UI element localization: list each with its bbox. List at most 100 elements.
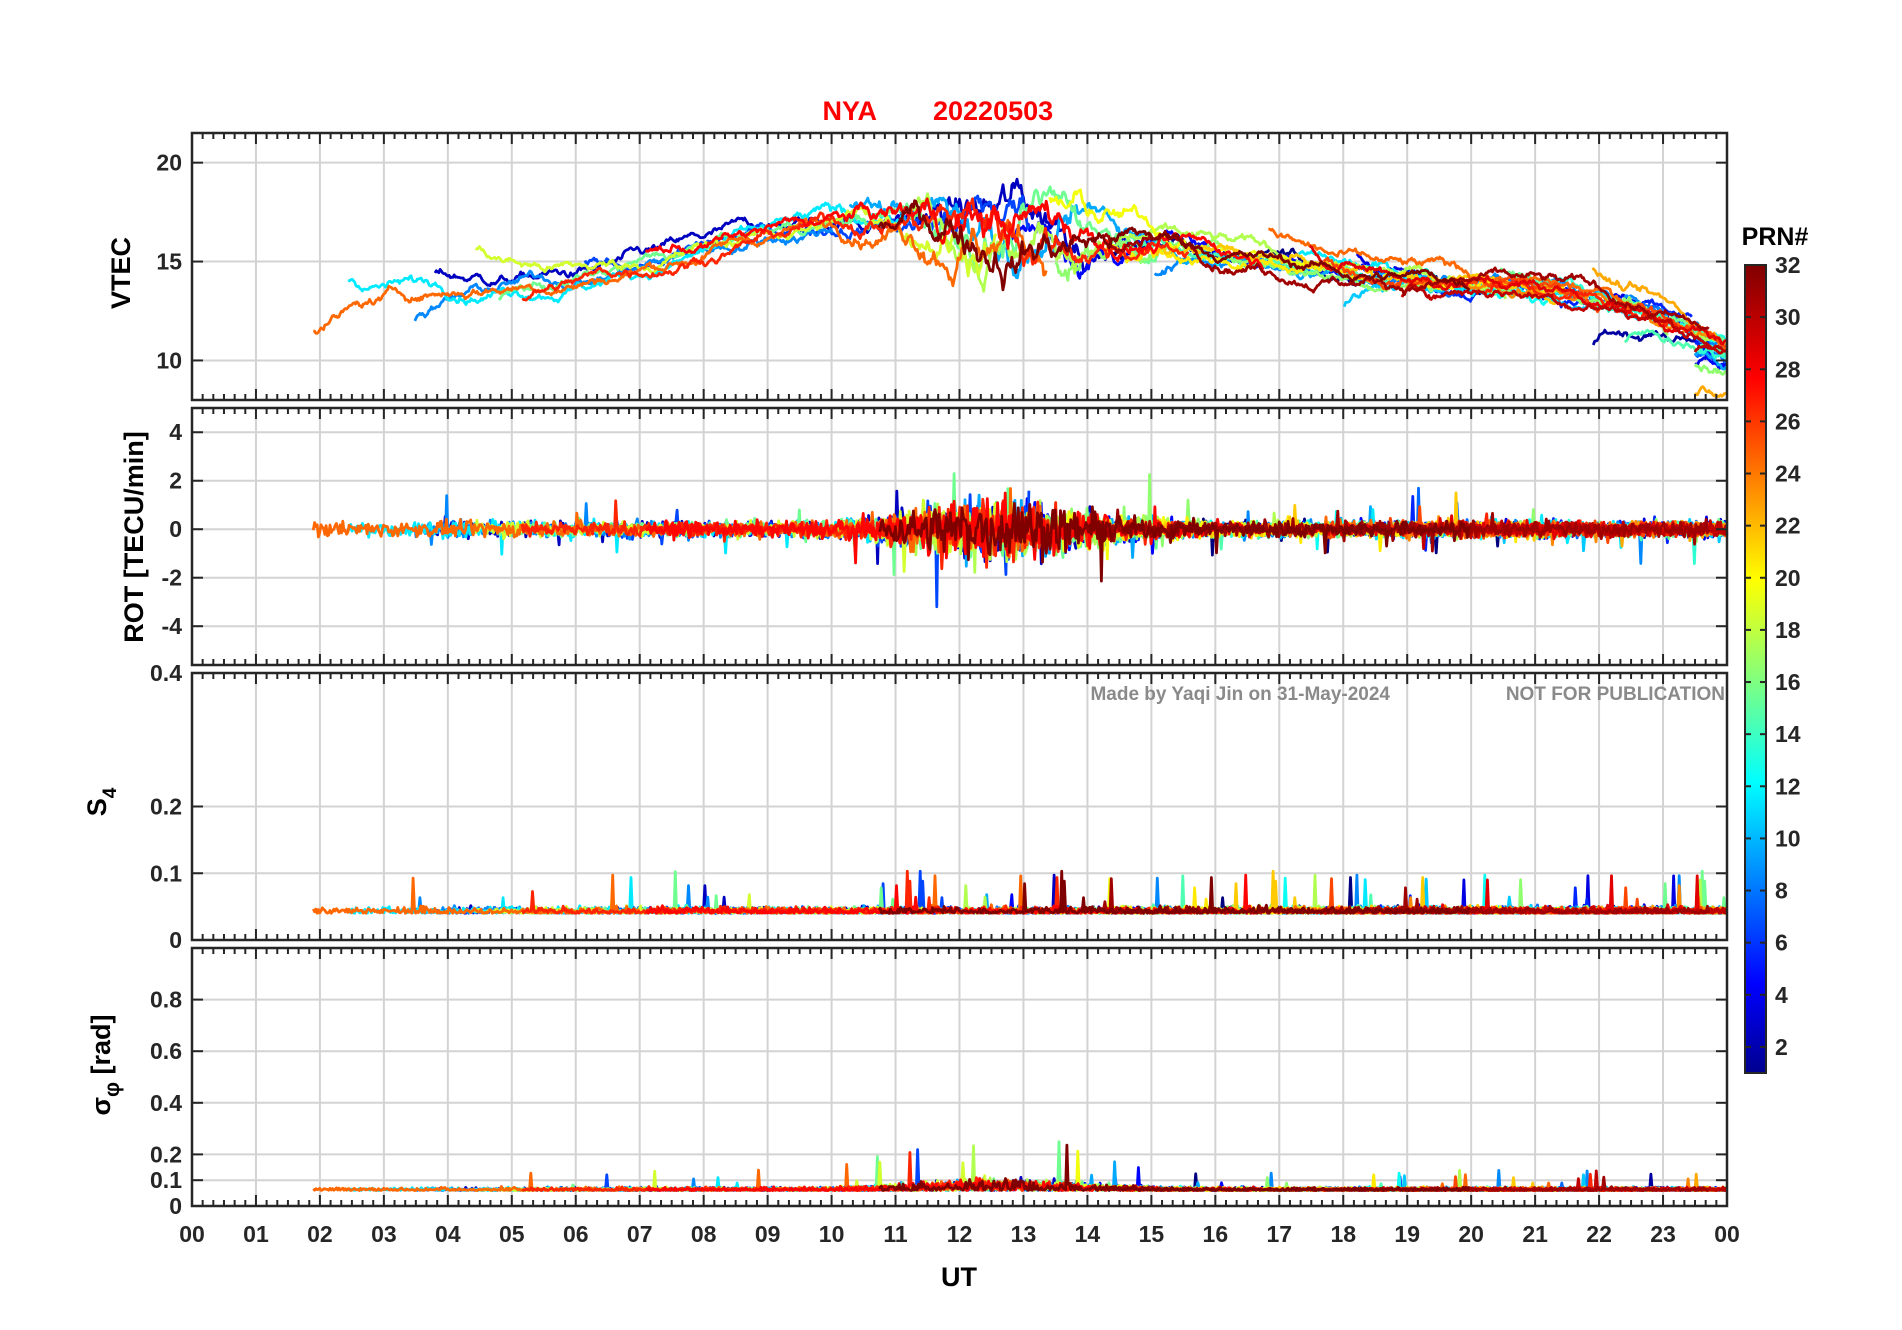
colorbar-tick-label: 28 — [1775, 356, 1801, 382]
rot-ytick-label: 0 — [169, 516, 182, 542]
x-tick-label: 11 — [883, 1221, 908, 1247]
x-tick-label: 10 — [819, 1221, 845, 1247]
vtec-prn-25-line — [1268, 227, 1635, 311]
colorbar-tick-label: 6 — [1775, 930, 1788, 956]
colorbar-tick-label: 10 — [1775, 825, 1801, 851]
colorbar-tick-label: 24 — [1775, 461, 1801, 487]
vtec-prn-30-line — [1400, 283, 1728, 355]
vtec-prn-27-line — [1481, 279, 1678, 329]
vtec-prn-32-line — [877, 199, 1471, 292]
vtec-panel: 10 15 20 — [156, 131, 1729, 402]
colorbar-tick-label: 8 — [1775, 878, 1788, 904]
x-tick-label: 07 — [627, 1221, 653, 1247]
sigphi-ytick-label: 0.4 — [150, 1090, 182, 1116]
vtec-prn-27-line — [521, 197, 1190, 302]
x-tick-label: 12 — [947, 1221, 973, 1247]
watermark-notice: NOT FOR PUBLICATION — [1506, 684, 1725, 705]
s4-prn-32-line — [877, 869, 1471, 915]
colorbar-tick-label: 32 — [1775, 252, 1801, 278]
sigphi-ytick-label: 0.1 — [150, 1167, 182, 1193]
sigma-phi-panel: 00.10.2 0.4 0.6 0.8 — [150, 946, 1729, 1219]
x-tick-label: 17 — [1266, 1221, 1292, 1247]
sigphi-prn-32-line — [878, 1143, 1471, 1192]
s4-ylabel: S4 — [82, 787, 121, 816]
x-tick-label: 20 — [1458, 1221, 1484, 1247]
s4-ytick-label: 0.1 — [150, 860, 182, 886]
vtec-ytick-label: 20 — [156, 150, 182, 176]
x-tick-label: 00 — [179, 1221, 205, 1247]
vtec-prn-25-line — [313, 217, 1048, 335]
vtec-prn-17-line — [1693, 363, 1728, 376]
rot-ytick-label: -4 — [162, 613, 183, 639]
s4-ytick-label: 0.4 — [150, 660, 182, 686]
colorbar-tick-label: 14 — [1775, 721, 1801, 747]
sigma-phi-ylabel: σφ [rad] — [86, 1014, 124, 1115]
colorbar-tick-label: 12 — [1775, 773, 1801, 799]
x-tick-label: 22 — [1586, 1221, 1612, 1247]
vtec-prn-23-line — [1693, 385, 1728, 398]
x-tick-label: 03 — [371, 1221, 397, 1247]
rot-ytick-label: 4 — [169, 419, 182, 445]
x-tick-label: 09 — [755, 1221, 781, 1247]
sigphi-ytick-label: 0 — [169, 1193, 182, 1219]
x-tick-label: 21 — [1522, 1221, 1548, 1247]
x-tick-label: 08 — [691, 1221, 717, 1247]
rot-panel: -4 -2 0 2 4 — [162, 406, 1729, 667]
colorbar-label: PRN# — [1742, 223, 1809, 251]
vtec-series-group — [313, 177, 1729, 398]
s4-ytick-label: 0.2 — [150, 794, 182, 820]
vtec-prn-12-line — [347, 201, 906, 307]
rot-ylabel: ROT [TECU/min] — [119, 431, 149, 642]
colorbar-tick-label: 22 — [1775, 513, 1801, 539]
x-tick-labels: 00 01 02 03 04 05 06 07 08 09 10 11 12 13 14 15 16 17 18 19… — [179, 1221, 1740, 1247]
colorbar-tick-label: 30 — [1775, 304, 1801, 330]
sigphi-ytick-label: 0.2 — [150, 1141, 182, 1167]
colorbar-tick-label: 16 — [1775, 669, 1801, 695]
vtec-prn-31-line — [1101, 229, 1710, 331]
colorbar-tick-label: 2 — [1775, 1034, 1788, 1060]
x-axis-label: UT — [941, 1262, 977, 1292]
sigma-phi-ylabel-text: σφ [rad] — [86, 1014, 124, 1115]
sigphi-series-group — [312, 1140, 1729, 1192]
title-date: 20220503 — [933, 96, 1053, 126]
x-tick-label: 18 — [1330, 1221, 1356, 1247]
vtec-ytick-label: 10 — [156, 347, 182, 373]
x-tick-label: 23 — [1650, 1221, 1676, 1247]
colorbar-tick-label: 20 — [1775, 565, 1801, 591]
s4-ytick-label: 0 — [169, 927, 182, 953]
s4-ylabel-text: S4 — [82, 787, 121, 816]
x-tick-label: 13 — [1011, 1221, 1037, 1247]
x-tick-label: 01 — [243, 1221, 269, 1247]
figure-title: NYA 20220503 — [822, 96, 1053, 126]
x-tick-label: 02 — [307, 1221, 333, 1247]
s4-panel: 0 0.1 0.2 0.4 — [150, 660, 1729, 953]
vtec-prn-30-line — [1693, 344, 1728, 354]
vtec-ytick-label: 15 — [156, 249, 182, 275]
colorbar-scale — [1744, 264, 1767, 1074]
vtec-ylabel: VTEC — [106, 237, 136, 309]
rot-series-group — [311, 472, 1729, 609]
x-tick-label: 16 — [1203, 1221, 1229, 1247]
title-station: NYA — [822, 96, 877, 126]
watermark-author: Made by Yaqi Jin on 31-May-2024 — [1090, 684, 1390, 705]
sigphi-ytick-label: 0.8 — [150, 987, 182, 1013]
x-tick-label: 14 — [1075, 1221, 1101, 1247]
colorbar-tick-label: 26 — [1775, 408, 1801, 434]
x-tick-label: 05 — [499, 1221, 525, 1247]
vtec-prn-18-line — [909, 192, 1507, 300]
sigphi-ytick-label: 0.6 — [150, 1038, 182, 1064]
x-tick-label: 06 — [563, 1221, 589, 1247]
x-tick-label: 19 — [1394, 1221, 1420, 1247]
rot-prn-32-line — [878, 501, 1472, 583]
colorbar-tick-label: 4 — [1775, 982, 1788, 1008]
x-tick-label: 00 — [1714, 1221, 1740, 1247]
x-tick-label: 04 — [435, 1221, 461, 1247]
rot-ytick-label: 2 — [169, 468, 182, 494]
colorbar-tick-label: 18 — [1775, 617, 1801, 643]
x-tick-label: 15 — [1139, 1221, 1165, 1247]
rot-prn-17-line — [1053, 473, 1669, 557]
s4-series-group — [312, 869, 1729, 915]
